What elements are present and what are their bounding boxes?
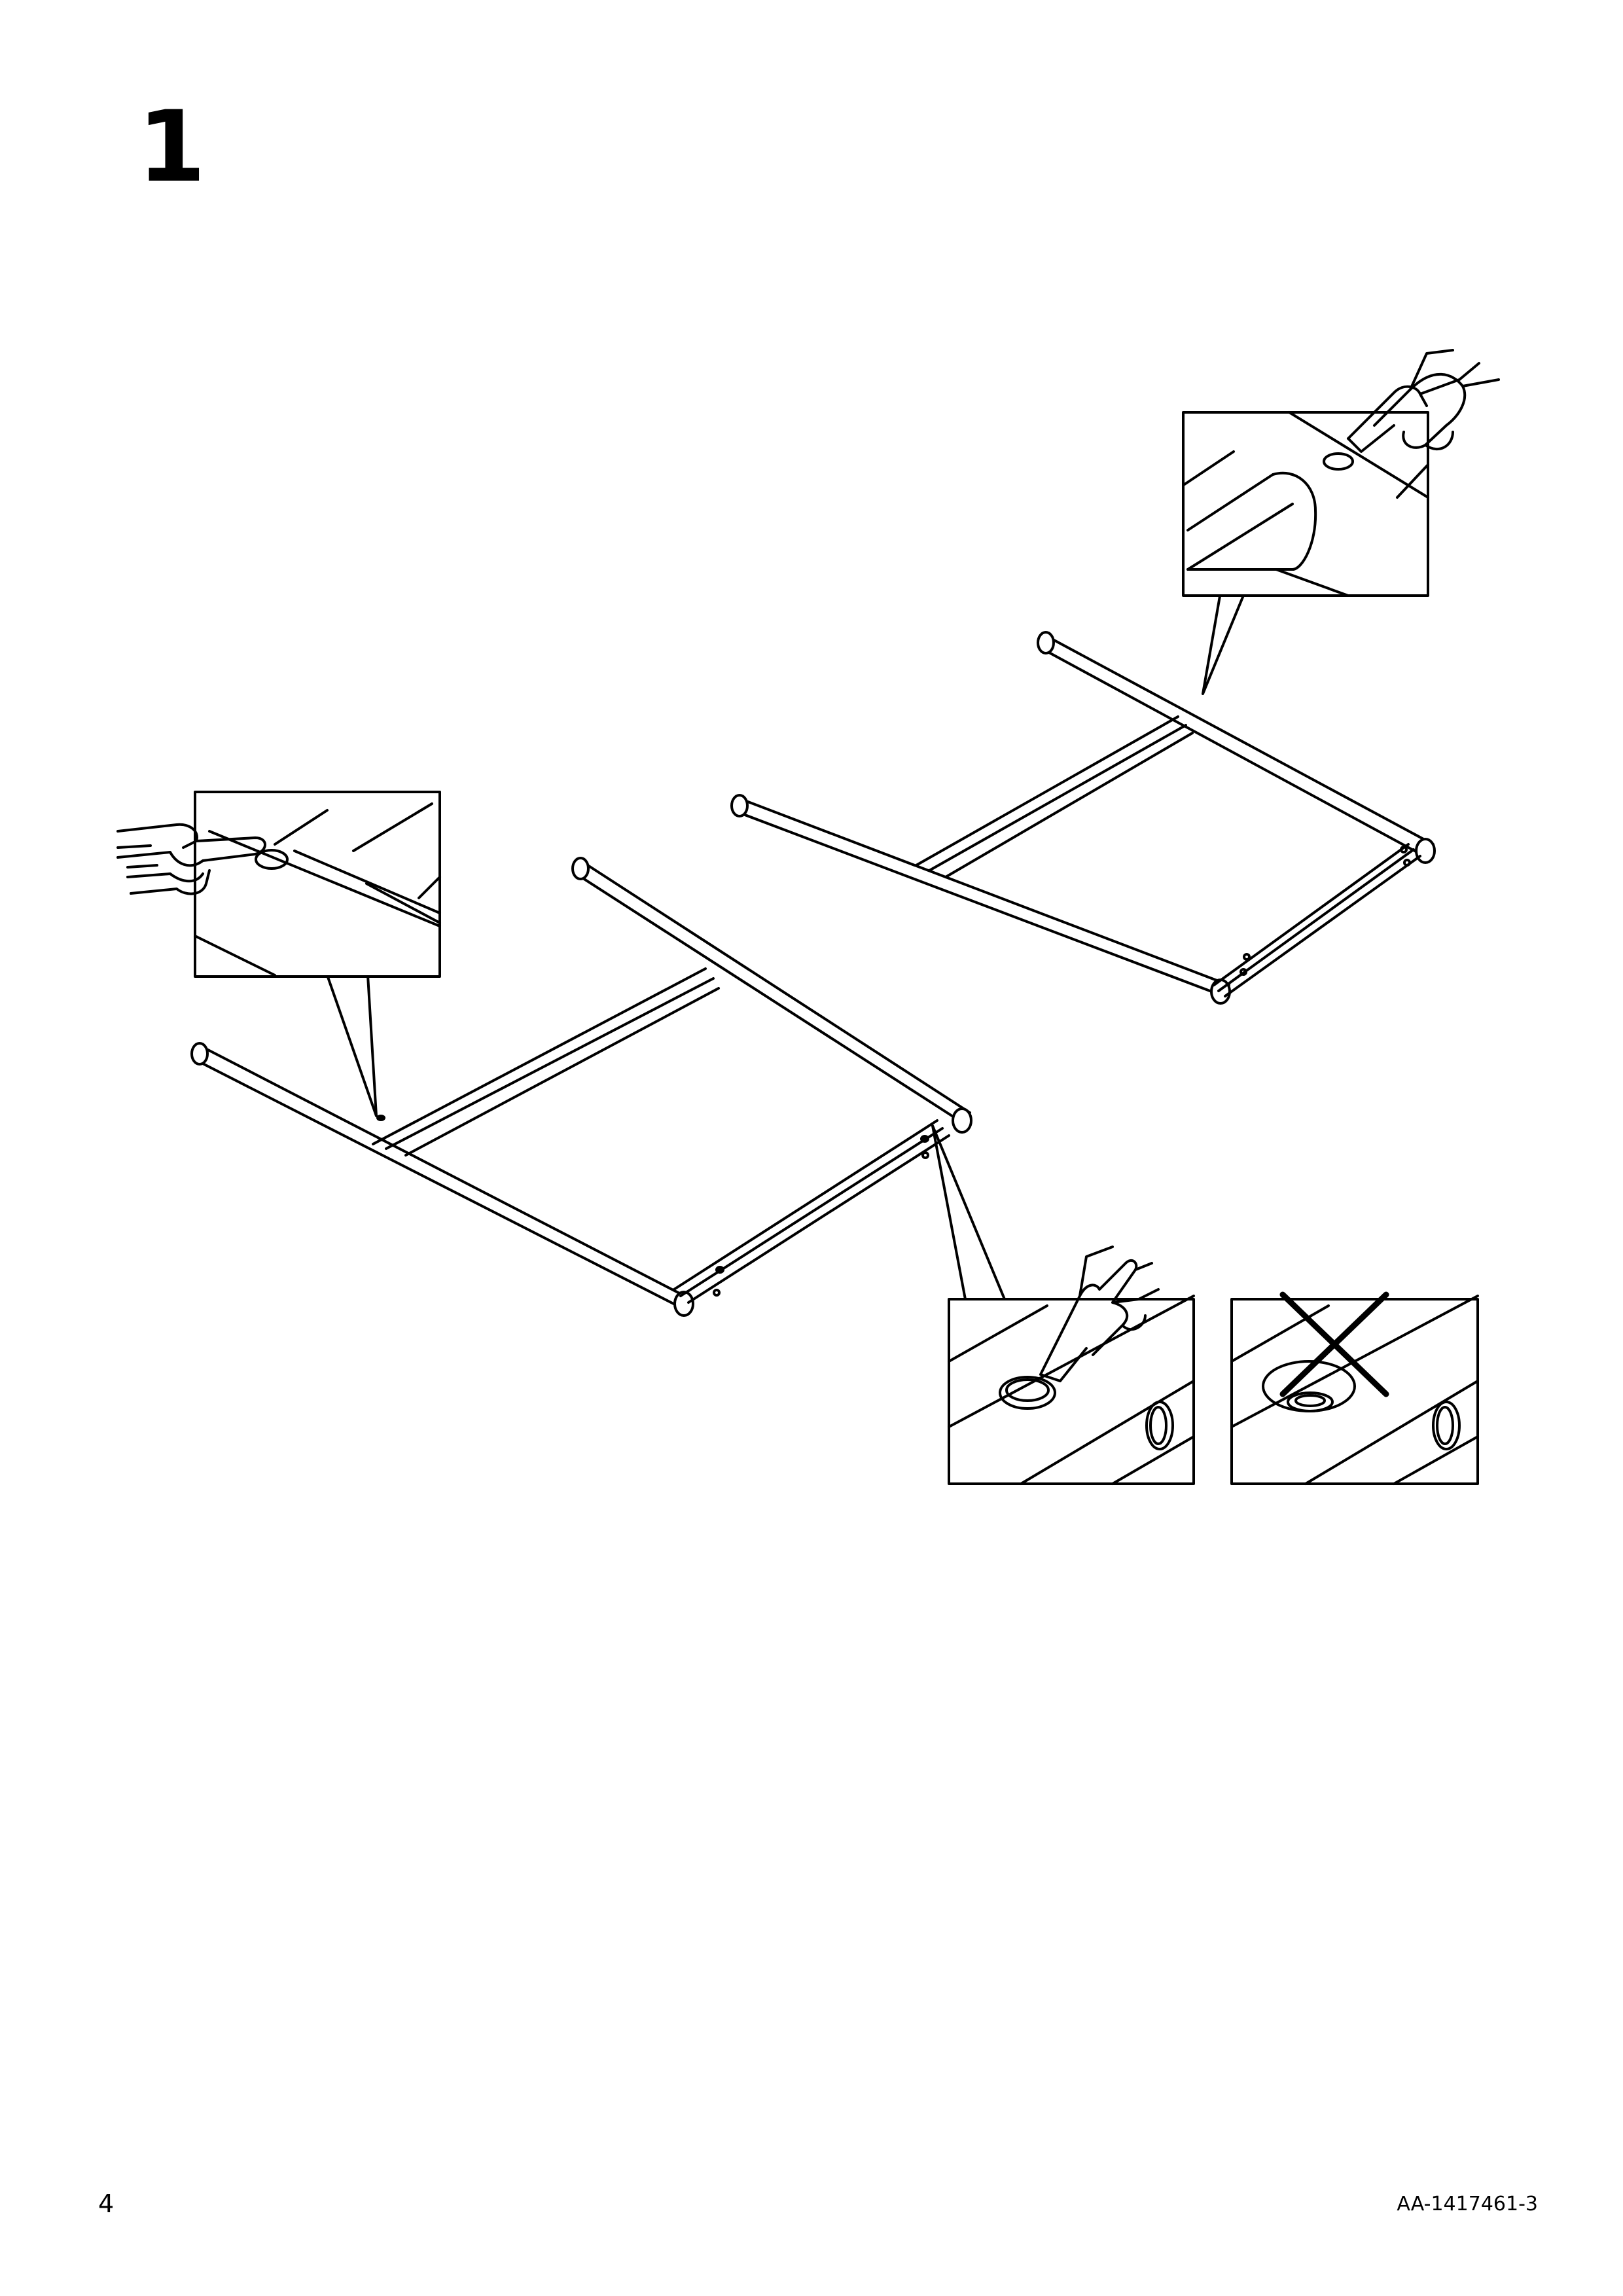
callout-left [195, 792, 440, 1116]
callout-correct [933, 1126, 1194, 1484]
hole-detail [1324, 454, 1353, 469]
right-frame-long-rail [732, 795, 1230, 1003]
callout-top-right [1183, 412, 1428, 694]
hole-marker [1244, 954, 1249, 960]
hole-marker [921, 1136, 928, 1141]
step-number: 1 [137, 90, 206, 204]
right-frame-crossbar-top [916, 717, 1192, 877]
hand-pointing-icon [1348, 350, 1499, 452]
cross-x-icon [1283, 1295, 1386, 1394]
right-frame-back-rail [1038, 632, 1435, 863]
left-frame-long-rail [192, 1043, 693, 1316]
hand-pointing-icon [118, 825, 265, 894]
right-frame [732, 632, 1435, 1003]
left-frame-crossbar-top [373, 969, 719, 1155]
hole-marker [1241, 969, 1246, 975]
hole-detail [256, 850, 287, 869]
hole-marker [717, 1267, 723, 1272]
hole-marker [378, 1116, 384, 1120]
callout-wrong [1232, 1296, 1478, 1484]
hand-pointing-icon [1041, 1247, 1158, 1381]
left-frame-front-bar [674, 1121, 949, 1302]
hole-marker [923, 1153, 928, 1158]
left-frame-back-rail [573, 858, 971, 1132]
hole-marker [1404, 860, 1410, 865]
hole-marker [714, 1290, 719, 1295]
page-number: 4 [98, 2189, 115, 2218]
document-code: AA-1417461-3 [1397, 2193, 1538, 2215]
hole-marker [1401, 847, 1406, 852]
left-frame [192, 858, 971, 1316]
hole-detail [1000, 1377, 1055, 1408]
right-frame-front-bar [1214, 844, 1420, 996]
